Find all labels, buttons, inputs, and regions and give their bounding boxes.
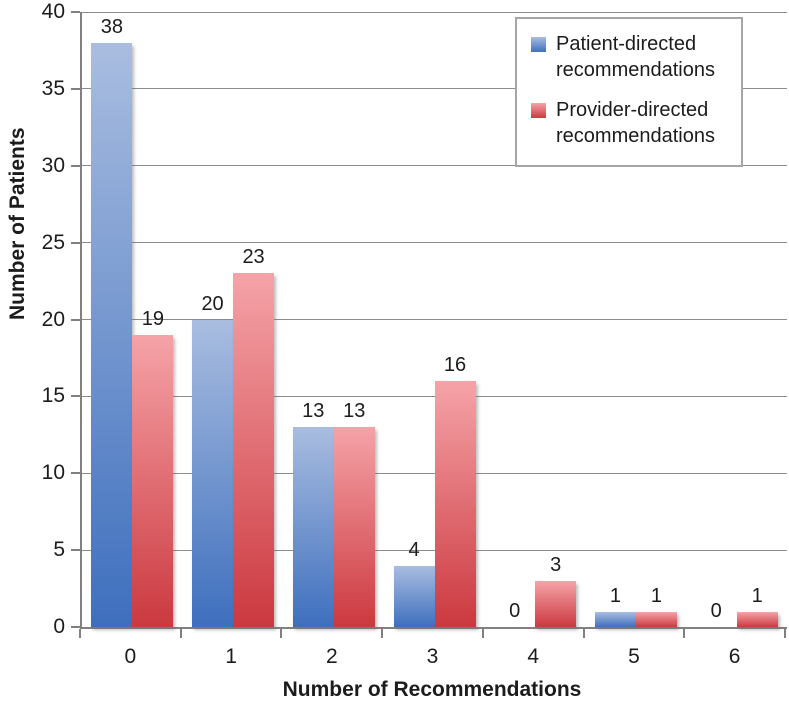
y-tick-label-30: 30 [41, 153, 65, 177]
x-axis-tick [79, 629, 81, 638]
y-axis-tick [71, 87, 80, 90]
x-axis-title: Number of Recommendations [282, 678, 582, 701]
y-tick-label-25: 25 [41, 230, 65, 254]
y-axis-tick [71, 164, 80, 167]
data-label-patient-6: 0 [710, 600, 722, 622]
y-axis-tick [71, 472, 80, 475]
patient-bar-2 [292, 427, 334, 627]
y-tick-label-40: 40 [41, 0, 65, 23]
y-tick-label-0: 0 [53, 615, 65, 638]
provider-bar-3 [434, 381, 476, 627]
plot-area: 38 19 20 23 13 13 4 16 0 3 1 1 0 1 [80, 11, 787, 629]
provider-bar-0 [132, 334, 174, 627]
y-axis-tick [71, 549, 80, 552]
x-tick-label-5: 5 [628, 645, 640, 668]
y-tick-label-35: 35 [41, 76, 65, 100]
provider-series-swatch-icon [531, 103, 546, 118]
legend-entry-patient: Patient-directed recommendations [531, 31, 741, 83]
y-tick-label-20: 20 [41, 307, 65, 331]
y-axis-tick [71, 241, 80, 244]
legend-label-patient: Patient-directed recommendations [556, 33, 715, 81]
data-label-provider-1: 23 [242, 246, 265, 269]
patient-bar-0 [91, 42, 133, 627]
provider-bar-4 [535, 580, 577, 627]
provider-bar-1 [233, 273, 275, 627]
x-axis-tick [784, 629, 786, 638]
data-label-provider-3: 16 [443, 354, 467, 376]
data-label-patient-2: 13 [302, 400, 325, 423]
gridline-y-20 [82, 319, 787, 320]
gridline-y-35 [82, 88, 787, 90]
data-label-patient-1: 20 [201, 292, 224, 315]
x-axis-tick [481, 629, 484, 638]
x-tick-label-4: 4 [527, 645, 540, 668]
y-axis-tick [71, 11, 80, 13]
data-label-patient-5: 1 [609, 584, 621, 607]
data-label-patient-4: 0 [509, 600, 521, 622]
data-label-provider-4: 3 [550, 553, 562, 576]
x-tick-label-0: 0 [124, 645, 137, 668]
data-label-provider-5: 1 [650, 584, 662, 607]
provider-bar-5 [635, 611, 677, 627]
y-axis-tick [71, 395, 80, 398]
x-tick-label-3: 3 [426, 645, 439, 668]
y-tick-label-15: 15 [41, 384, 65, 408]
x-axis-tick [381, 629, 384, 638]
gridline-y-40 [82, 11, 787, 13]
data-label-provider-6: 1 [751, 584, 763, 607]
data-label-patient-3: 4 [408, 538, 420, 561]
x-axis-tick [582, 629, 585, 638]
gridline-y-25 [82, 242, 787, 244]
data-label-provider-2: 13 [343, 400, 366, 423]
data-label-patient-0: 38 [100, 15, 123, 38]
gridline-y-30 [82, 165, 787, 167]
x-axis-tick [179, 629, 182, 638]
x-axis-tick [683, 629, 686, 638]
x-tick-label-2: 2 [325, 645, 338, 668]
data-label-provider-0: 19 [141, 307, 164, 330]
x-tick-label-6: 6 [728, 645, 741, 668]
patient-bar-1 [192, 319, 234, 627]
patient-bar-3 [393, 565, 435, 627]
patient-series-swatch-icon [531, 37, 546, 52]
provider-bar-2 [333, 427, 375, 627]
y-axis-tick [71, 318, 80, 321]
legend: Patient-directed recommendations Provide… [515, 17, 743, 167]
y-tick-label-10: 10 [41, 461, 65, 485]
legend-label-provider: Provider-directed recommendations [556, 99, 715, 147]
y-tick-label-5: 5 [53, 538, 65, 562]
provider-bar-6 [736, 611, 778, 627]
y-axis-tick [71, 626, 80, 628]
x-tick-label-1: 1 [225, 645, 237, 668]
patient-bar-5 [594, 611, 636, 627]
legend-entry-provider: Provider-directed recommendations [531, 97, 741, 149]
x-axis-tick [280, 629, 283, 638]
